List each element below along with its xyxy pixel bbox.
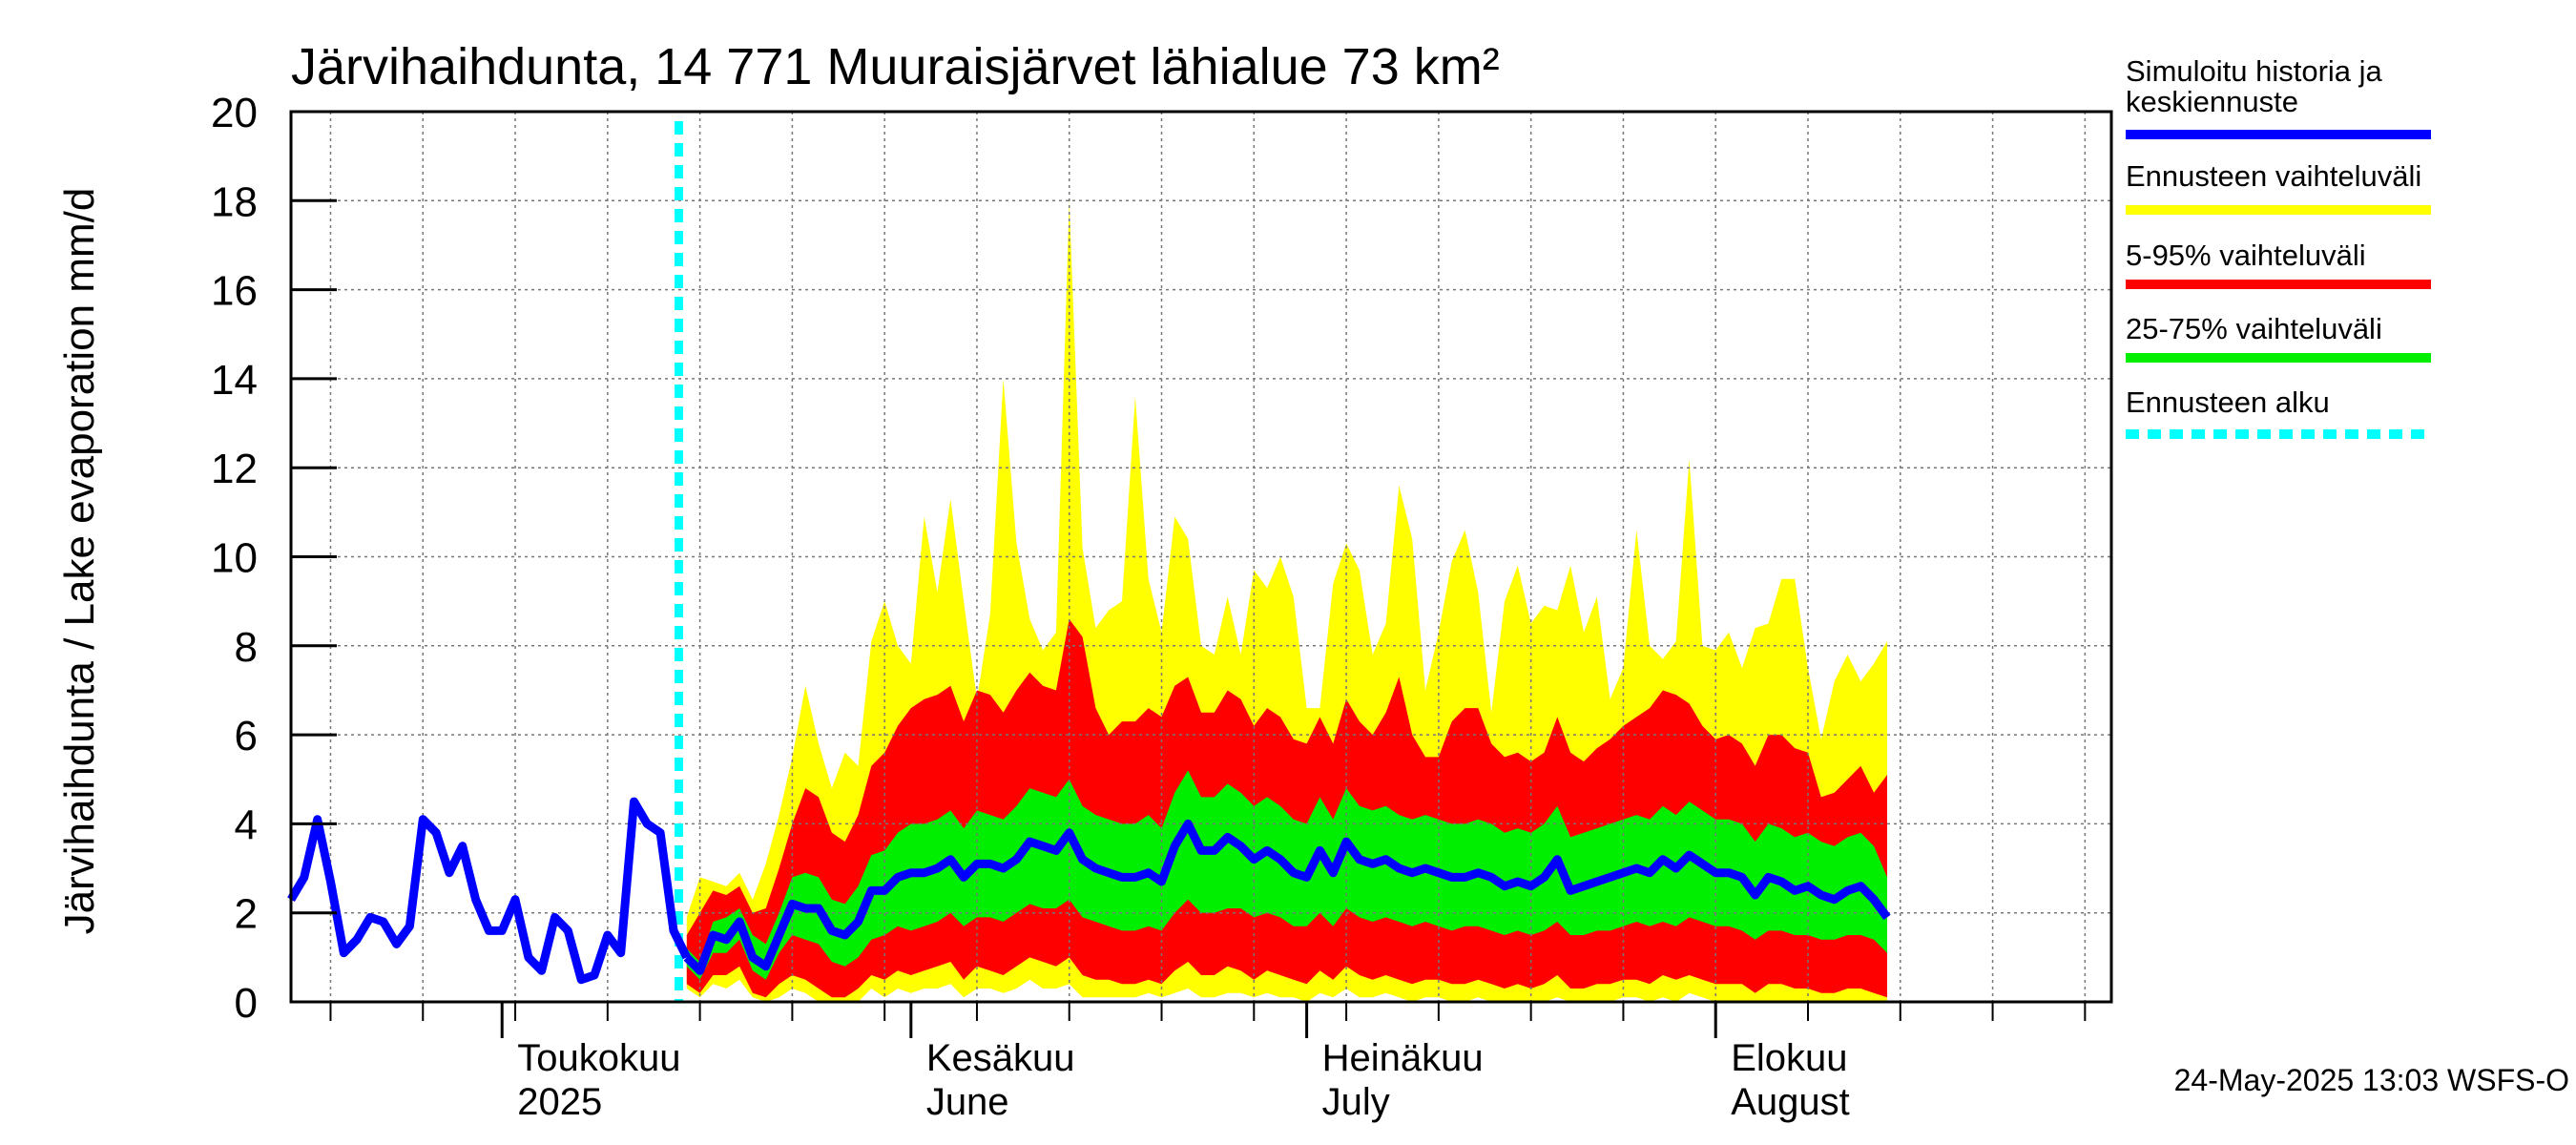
plot-area bbox=[287, 110, 2113, 1004]
y-tick-label: 14 bbox=[211, 357, 258, 404]
chart-title: Järvihaihdunta, 14 771 Muuraisjärvet läh… bbox=[291, 38, 1500, 95]
legend-label: Ennusteen alku bbox=[2126, 385, 2330, 419]
y-tick-label: 8 bbox=[235, 624, 258, 671]
timestamp: 24-May-2025 13:03 WSFS-O bbox=[2174, 1063, 2569, 1097]
x-month-sublabel: 2025 bbox=[517, 1081, 602, 1123]
band-25-75 bbox=[686, 770, 1887, 980]
y-tick-label: 20 bbox=[211, 90, 258, 136]
legend-label: 5-95% vaihteluväli bbox=[2126, 239, 2366, 272]
y-tick-label: 2 bbox=[235, 891, 258, 938]
series-lines bbox=[287, 797, 1891, 985]
y-tick-label: 18 bbox=[211, 178, 258, 225]
x-month-label: Toukokuu bbox=[517, 1037, 680, 1079]
forecast-bands bbox=[686, 200, 1887, 1003]
x-month-sublabel: August bbox=[1731, 1081, 1850, 1123]
y-tick-label: 4 bbox=[235, 802, 258, 848]
x-month-label: Kesäkuu bbox=[926, 1037, 1075, 1079]
y-tick-label: 6 bbox=[235, 713, 258, 760]
x-month-sublabel: July bbox=[1322, 1081, 1390, 1123]
legend-label: 25-75% vaihteluväli bbox=[2126, 312, 2382, 345]
y-tick-label: 10 bbox=[211, 535, 258, 582]
y-tick-label: 12 bbox=[211, 446, 258, 492]
history-line bbox=[287, 797, 691, 985]
y-tick-label: 0 bbox=[235, 980, 258, 1027]
y-tick-label: 16 bbox=[211, 268, 258, 315]
x-month-label: Heinäkuu bbox=[1322, 1037, 1484, 1079]
y-axis-label: Järvihaihdunta / Lake evaporation mm/d bbox=[56, 188, 103, 935]
x-month-sublabel: June bbox=[926, 1081, 1009, 1123]
x-month-label: Elokuu bbox=[1731, 1037, 1847, 1079]
legend-label: keskiennuste bbox=[2126, 85, 2298, 118]
forecast-median-line bbox=[683, 819, 1891, 975]
legend-label: Ennusteen vaihteluväli bbox=[2126, 159, 2421, 193]
legend-label: Simuloitu historia ja bbox=[2126, 54, 2383, 88]
y-axis: 0 2 4 6 8 10 12 14 16 18 20 bbox=[211, 90, 337, 1027]
